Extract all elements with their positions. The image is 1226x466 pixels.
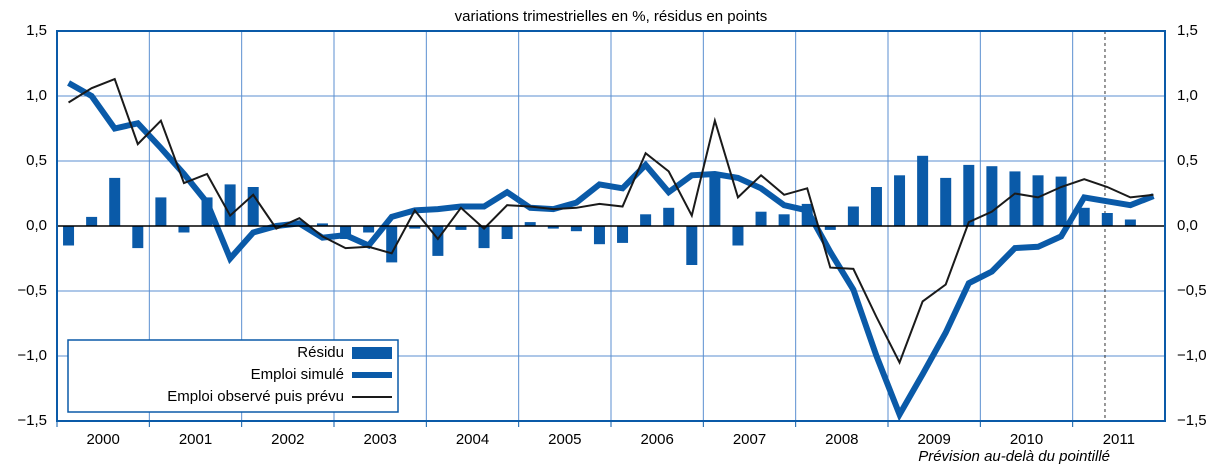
x-tick-label: 2009	[917, 431, 950, 448]
bar	[409, 226, 421, 229]
bar	[940, 177, 952, 226]
bar	[917, 155, 929, 226]
bar	[247, 187, 259, 226]
y2-tick-label: −1,5	[1177, 412, 1207, 429]
line	[68, 77, 1154, 365]
plot-border	[56, 30, 1166, 422]
y2-tick-label: 1,5	[1177, 22, 1198, 39]
y-tick-label: 1,0	[26, 87, 47, 104]
legend-label: Emploi observé puis prévu	[167, 388, 344, 405]
bar	[847, 206, 859, 226]
bar	[686, 226, 698, 265]
bar	[432, 226, 444, 256]
legend-label: Résidu	[297, 344, 344, 361]
bar	[363, 226, 375, 233]
bar	[201, 197, 213, 226]
bar	[617, 226, 629, 243]
legend-label: Emploi simulé	[251, 366, 344, 383]
bar	[1055, 176, 1067, 226]
bar	[709, 176, 721, 226]
bar	[732, 226, 744, 246]
bar	[640, 214, 652, 226]
y2-tick-label: −0,5	[1177, 282, 1207, 299]
bar	[86, 216, 98, 226]
bar	[155, 197, 167, 226]
x-tick-label: 2010	[1010, 431, 1043, 448]
x-tick-label: 2001	[179, 431, 212, 448]
bar	[824, 226, 836, 230]
x-tick-label: 2008	[825, 431, 858, 448]
bar	[1078, 207, 1090, 226]
x-tick-label: 2006	[640, 431, 673, 448]
y-tick-label: −1,0	[17, 347, 47, 364]
y2-tick-label: −1,0	[1177, 347, 1207, 364]
line	[67, 80, 1155, 422]
y-tick-label: −0,5	[17, 282, 47, 299]
legend-box	[67, 339, 399, 413]
bar	[663, 207, 675, 226]
y-tick-label: 0,5	[26, 152, 47, 169]
forecast-note: Prévision au-delà du pointillé	[918, 448, 1110, 465]
x-tick-label: 2007	[733, 431, 766, 448]
bar	[63, 226, 75, 246]
bar	[1032, 175, 1044, 226]
chart-title: variations trimestrielles en %, résidus …	[455, 8, 768, 25]
bar	[870, 187, 882, 226]
bar	[1124, 219, 1136, 226]
y2-tick-label: 0,0	[1177, 217, 1198, 234]
bar	[178, 226, 190, 233]
x-tick-label: 2004	[456, 431, 489, 448]
legend-swatch	[352, 347, 392, 359]
x-tick-label: 2005	[548, 431, 581, 448]
bar	[316, 223, 328, 226]
bar	[524, 222, 536, 226]
y-tick-label: −1,5	[17, 412, 47, 429]
x-tick-label: 2003	[363, 431, 396, 448]
y2-tick-label: 1,0	[1177, 87, 1198, 104]
bar	[1101, 213, 1113, 226]
bar	[963, 164, 975, 226]
bar	[1009, 171, 1021, 226]
bar	[986, 166, 998, 226]
bar	[109, 177, 121, 226]
x-tick-label: 2000	[86, 431, 119, 448]
y-tick-label: 0,0	[26, 217, 47, 234]
y-tick-label: 1,5	[26, 22, 47, 39]
bar	[478, 226, 490, 249]
x-tick-label: 2011	[1103, 431, 1135, 448]
bar	[755, 211, 767, 226]
y2-tick-label: 0,5	[1177, 152, 1198, 169]
bar	[593, 226, 605, 245]
bar	[501, 226, 513, 239]
bar	[894, 175, 906, 226]
bar	[778, 214, 790, 226]
bar	[547, 226, 559, 229]
x-tick-label: 2002	[271, 431, 304, 448]
bar	[455, 226, 467, 230]
bar	[224, 184, 236, 226]
bar	[570, 226, 582, 232]
bar	[386, 226, 398, 263]
bar	[132, 226, 144, 249]
